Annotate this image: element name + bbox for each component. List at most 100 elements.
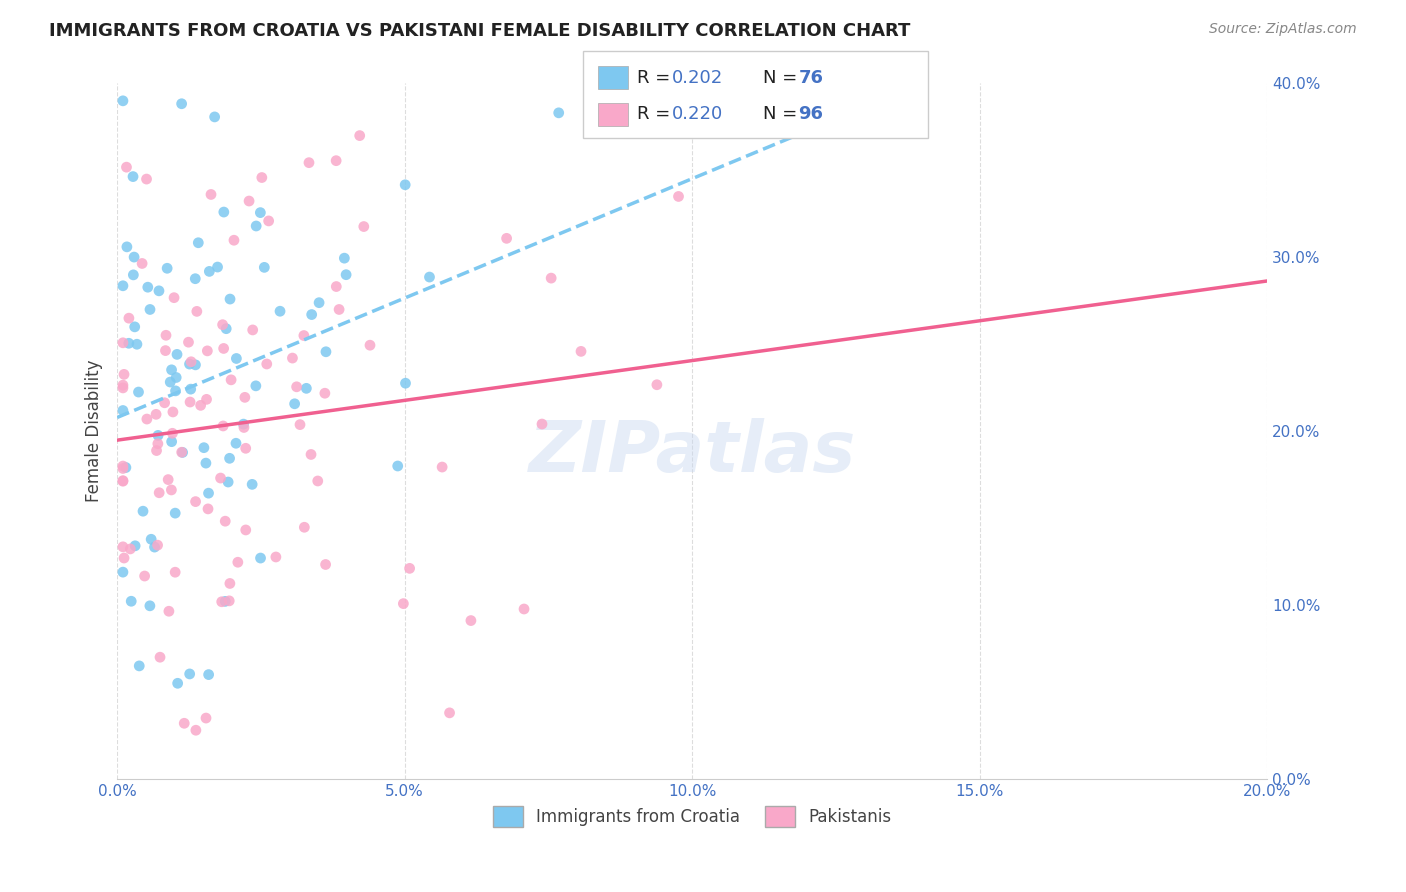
Point: [128, 385, 150, 400]
Point: [162, 405, 184, 419]
Point: [187, 235, 209, 250]
Point: [135, 172, 157, 186]
Point: [184, 494, 207, 508]
Point: [219, 576, 242, 591]
Point: [180, 382, 202, 396]
Point: [122, 169, 145, 184]
Point: [165, 565, 187, 579]
Point: [132, 504, 155, 518]
Point: [160, 483, 183, 497]
Point: [128, 659, 150, 673]
Point: [143, 540, 166, 554]
Point: [540, 271, 562, 285]
Point: [284, 397, 307, 411]
Point: [111, 540, 134, 554]
Point: [325, 153, 347, 168]
Text: R =: R =: [637, 105, 676, 123]
Text: N =: N =: [763, 105, 803, 123]
Point: [209, 471, 232, 485]
Point: [141, 533, 163, 547]
Point: [245, 219, 267, 233]
Point: [135, 412, 157, 426]
Point: [111, 378, 134, 392]
Point: [146, 538, 169, 552]
Point: [186, 304, 208, 318]
Point: [233, 390, 256, 404]
Point: [172, 445, 194, 459]
Point: [359, 338, 381, 352]
Point: [218, 451, 240, 466]
Point: [197, 502, 219, 516]
Point: [195, 711, 218, 725]
Point: [180, 355, 202, 369]
Point: [315, 558, 337, 572]
Point: [165, 506, 187, 520]
Point: [160, 434, 183, 449]
Point: [111, 458, 134, 473]
Point: [125, 337, 148, 351]
Point: [349, 128, 371, 143]
Point: [124, 319, 146, 334]
Point: [111, 381, 134, 395]
Point: [122, 268, 145, 282]
Point: [242, 323, 264, 337]
Text: Source: ZipAtlas.com: Source: ZipAtlas.com: [1209, 22, 1357, 37]
Point: [115, 240, 138, 254]
Text: 0.202: 0.202: [672, 69, 723, 87]
Point: [249, 205, 271, 219]
Point: [124, 539, 146, 553]
Point: [165, 370, 187, 384]
Point: [160, 363, 183, 377]
Point: [235, 442, 257, 456]
Point: [139, 599, 162, 613]
Point: [353, 219, 375, 234]
Point: [325, 279, 347, 293]
Point: [314, 386, 336, 401]
Point: [233, 420, 256, 434]
Point: [195, 392, 218, 407]
Legend: Immigrants from Croatia, Pakistanis: Immigrants from Croatia, Pakistanis: [486, 799, 898, 833]
Point: [214, 594, 236, 608]
Text: R =: R =: [637, 69, 676, 87]
Point: [495, 231, 517, 245]
Point: [193, 441, 215, 455]
Point: [418, 270, 440, 285]
Point: [194, 456, 217, 470]
Point: [184, 271, 207, 285]
Point: [111, 94, 134, 108]
Point: [214, 514, 236, 528]
Point: [131, 256, 153, 270]
Point: [139, 302, 162, 317]
Point: [253, 260, 276, 275]
Point: [232, 417, 254, 431]
Point: [212, 205, 235, 219]
Point: [166, 347, 188, 361]
Point: [295, 381, 318, 395]
Point: [222, 233, 245, 247]
Point: [122, 250, 145, 264]
Text: 0.220: 0.220: [672, 105, 723, 123]
Point: [299, 447, 322, 461]
Point: [240, 477, 263, 491]
Point: [269, 304, 291, 318]
Point: [111, 474, 134, 488]
Point: [235, 523, 257, 537]
Point: [645, 377, 668, 392]
Text: 96: 96: [799, 105, 824, 123]
Point: [111, 565, 134, 579]
Point: [179, 357, 201, 371]
Point: [394, 178, 416, 192]
Point: [146, 436, 169, 450]
Point: [387, 458, 409, 473]
Point: [211, 595, 233, 609]
Y-axis label: Female Disability: Female Disability: [86, 360, 103, 502]
Point: [249, 551, 271, 566]
Point: [212, 419, 235, 434]
Point: [301, 308, 323, 322]
Point: [217, 475, 239, 489]
Point: [398, 561, 420, 575]
Point: [460, 614, 482, 628]
Point: [530, 417, 553, 431]
Point: [111, 474, 134, 488]
Point: [215, 321, 238, 335]
